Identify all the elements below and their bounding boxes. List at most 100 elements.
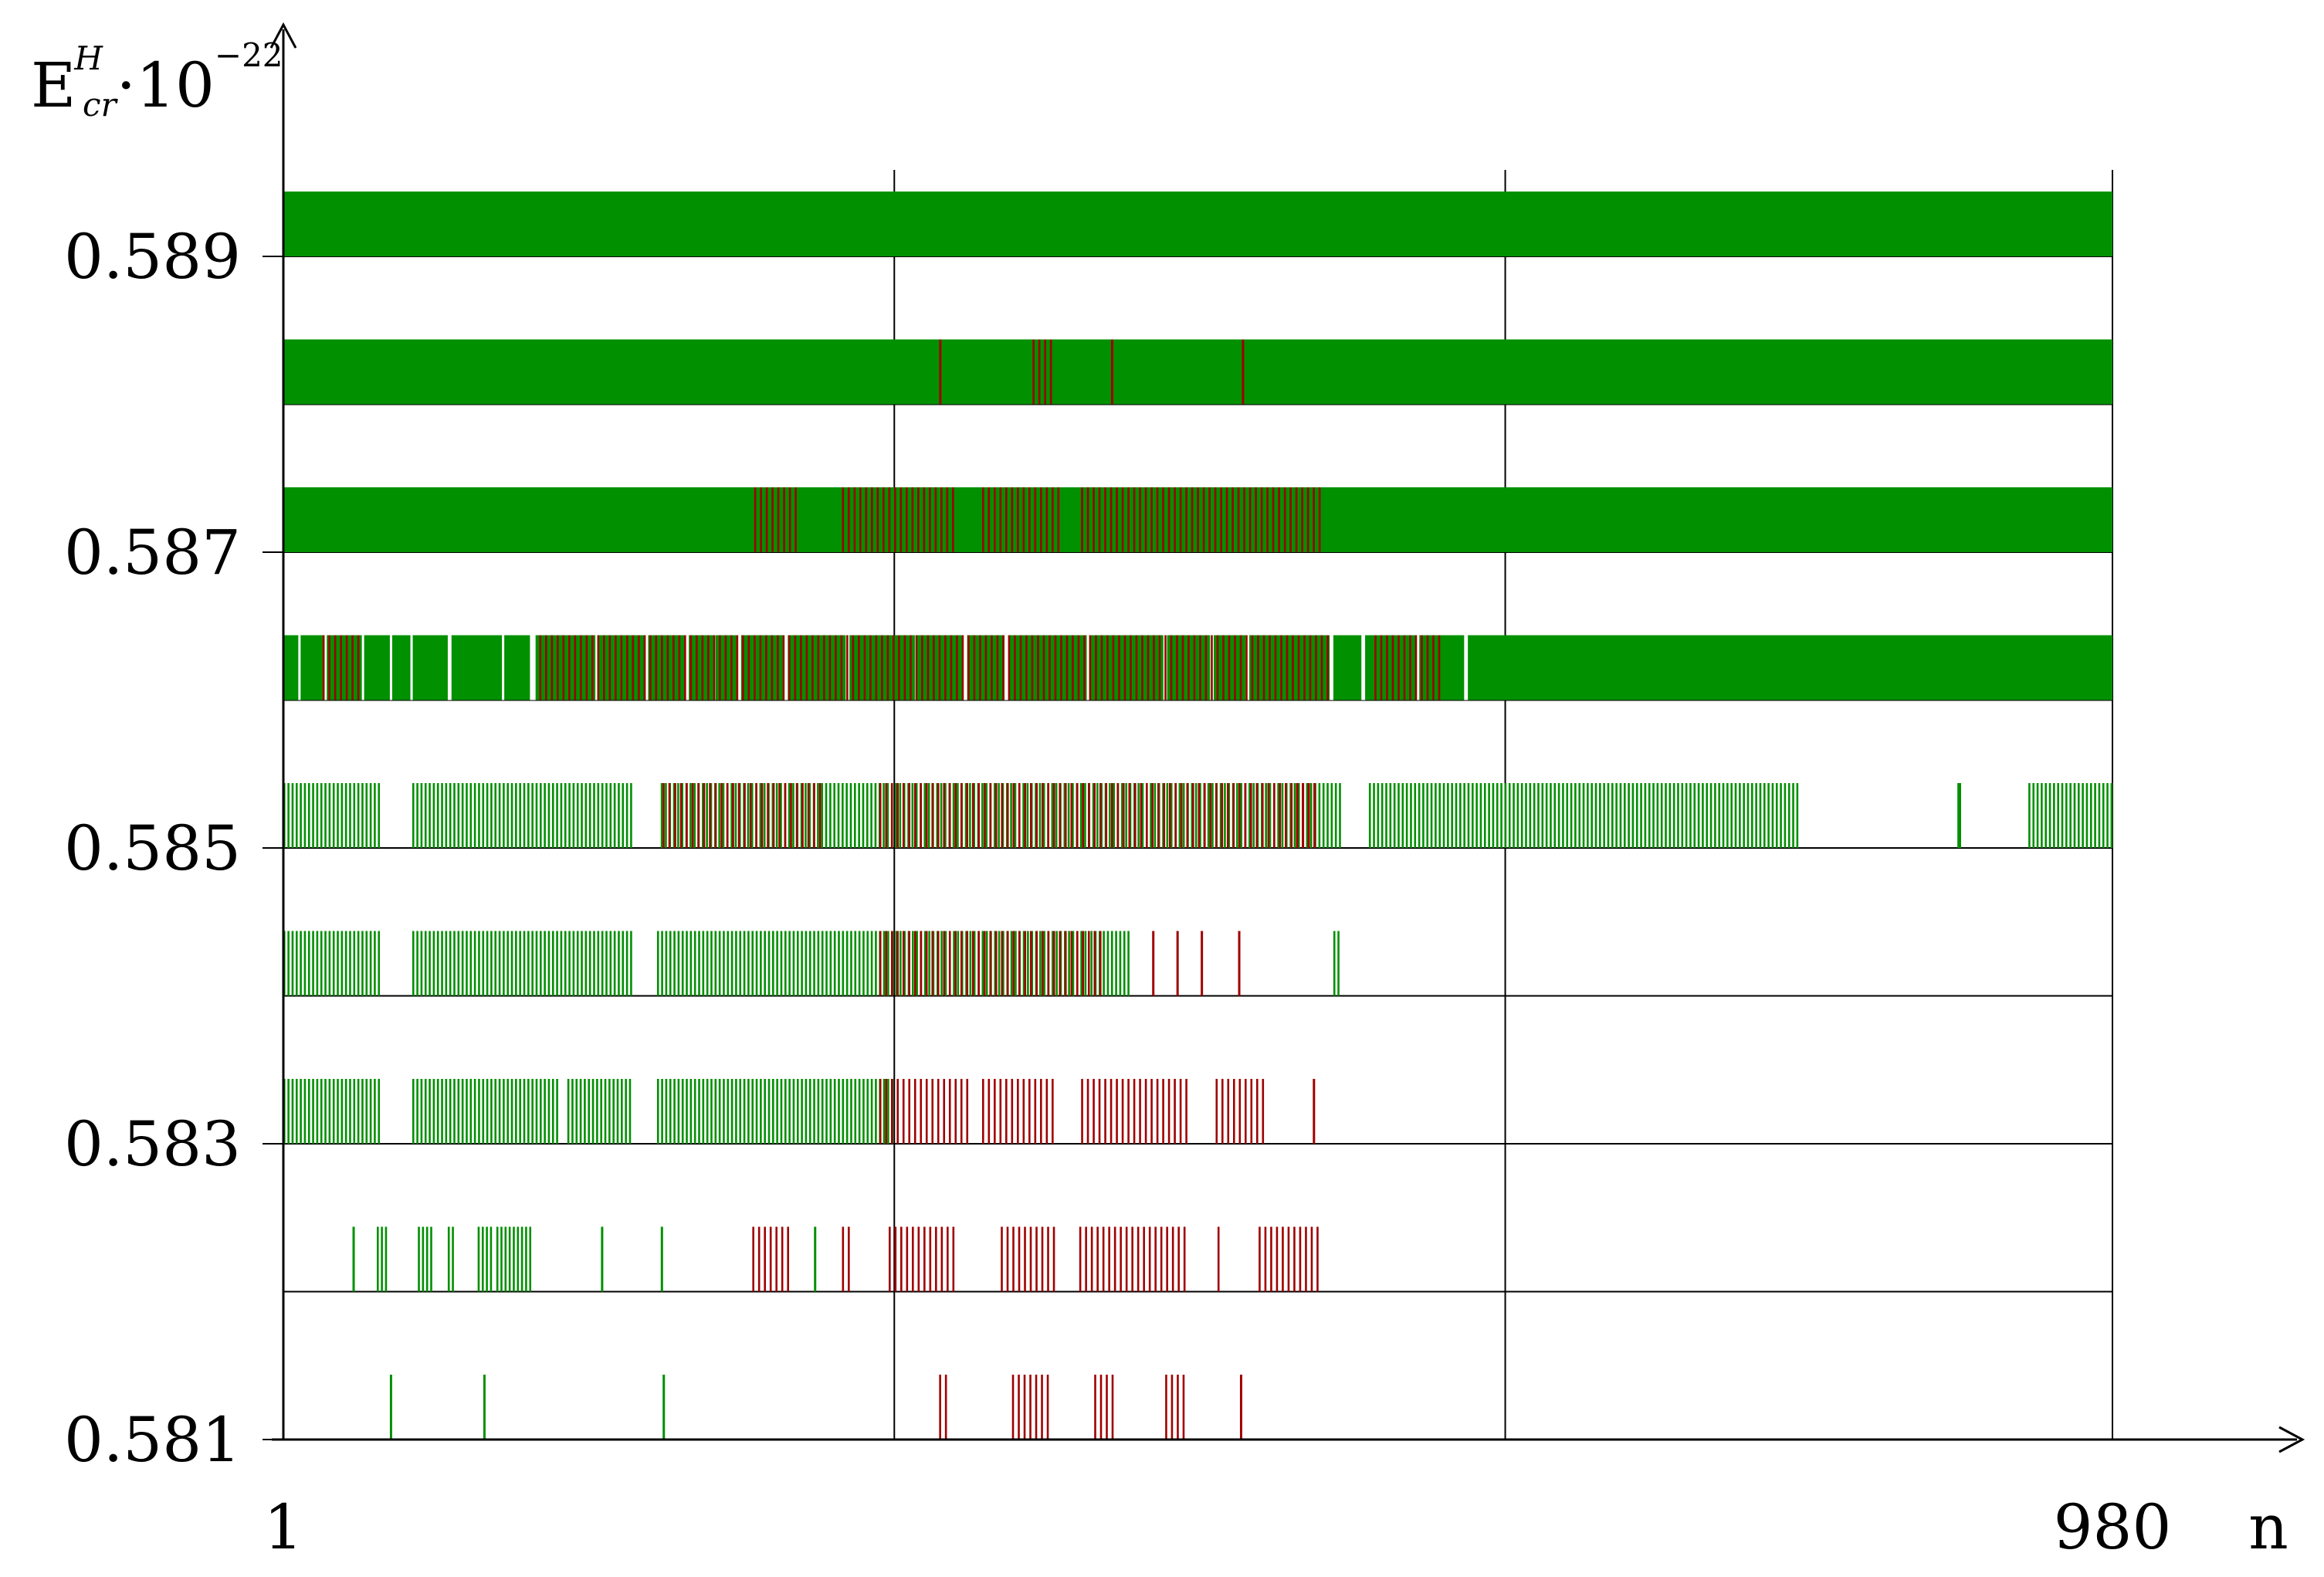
red-event <box>1292 635 1294 700</box>
green-event <box>510 783 513 848</box>
red-event <box>1052 1226 1055 1292</box>
red-event <box>551 635 554 700</box>
green-event <box>928 931 930 996</box>
green-event <box>1562 783 1564 848</box>
green-event <box>689 1079 693 1144</box>
band-gap <box>1464 635 1469 700</box>
red-event <box>1227 783 1229 848</box>
red-event <box>954 783 957 848</box>
red-event <box>943 783 946 848</box>
red-event <box>906 1226 909 1292</box>
red-event <box>846 635 849 700</box>
red-event <box>580 635 582 700</box>
green-event <box>357 1079 360 1144</box>
green-event <box>422 1226 425 1292</box>
green-event <box>1043 931 1045 996</box>
green-event <box>361 931 364 996</box>
green-event <box>743 1079 746 1144</box>
green-event <box>560 931 563 996</box>
green-event <box>837 783 840 848</box>
green-event <box>718 931 721 996</box>
green-event <box>1550 783 1552 848</box>
red-event <box>672 635 675 700</box>
green-event <box>866 931 869 996</box>
green-event <box>1092 783 1095 848</box>
red-event <box>1034 1079 1037 1144</box>
green-event <box>572 931 575 996</box>
red-event <box>765 635 767 700</box>
green-event <box>1685 783 1688 848</box>
green-event <box>1467 783 1470 848</box>
green-event <box>710 1079 713 1144</box>
green-event <box>747 783 750 848</box>
green-event <box>527 1079 530 1144</box>
red-event <box>754 487 757 552</box>
red-event <box>1037 635 1039 700</box>
green-event <box>665 931 668 996</box>
green-event <box>482 1079 485 1144</box>
green-event <box>551 783 554 848</box>
red-event <box>971 931 974 996</box>
red-event <box>937 931 940 996</box>
red-event <box>1099 1375 1103 1440</box>
red-event <box>960 783 963 848</box>
red-event <box>835 635 837 700</box>
red-event <box>1047 1226 1049 1292</box>
green-event <box>1377 783 1380 848</box>
red-event <box>1280 635 1282 700</box>
green-event <box>581 931 583 996</box>
green-event <box>923 783 927 848</box>
green-event <box>520 1226 523 1292</box>
green-event <box>1326 783 1329 848</box>
red-event <box>1167 487 1170 552</box>
red-event <box>788 635 791 700</box>
red-event <box>925 783 928 848</box>
green-event <box>1182 783 1185 848</box>
green-event <box>498 931 501 996</box>
green-event <box>1010 783 1012 848</box>
green-event <box>710 931 713 996</box>
red-event <box>979 635 981 700</box>
green-event <box>1463 783 1465 848</box>
green-event <box>527 783 530 848</box>
red-event <box>1238 931 1241 996</box>
red-event <box>1174 783 1177 848</box>
green-event <box>1010 931 1013 996</box>
red-event <box>1029 783 1032 848</box>
red-event <box>732 783 734 848</box>
red-event <box>1204 783 1206 848</box>
green-event <box>527 931 530 996</box>
green-event <box>535 931 538 996</box>
red-event <box>1047 783 1050 848</box>
green-event <box>547 931 551 996</box>
red-event <box>1049 339 1052 405</box>
green-event <box>1422 783 1425 848</box>
red-event <box>764 1226 766 1292</box>
green-event <box>604 1079 607 1144</box>
red-event <box>1131 1226 1133 1292</box>
green-event <box>1628 783 1630 848</box>
green-event <box>332 783 335 848</box>
red-event <box>714 783 717 848</box>
red-event <box>913 783 916 848</box>
red-event <box>1397 635 1400 700</box>
green-event <box>1488 783 1490 848</box>
green-event <box>572 783 575 848</box>
green-event <box>445 1079 448 1144</box>
green-event <box>1039 931 1042 996</box>
band-gap <box>530 635 536 700</box>
green-event <box>1702 783 1704 848</box>
green-event <box>760 1079 762 1144</box>
red-event <box>984 635 988 700</box>
red-event <box>1191 487 1194 552</box>
red-event <box>946 487 949 552</box>
red-event <box>1151 783 1154 848</box>
red-event <box>1032 339 1035 405</box>
red-event <box>973 635 976 700</box>
event-row <box>283 783 2113 848</box>
red-event <box>898 635 900 700</box>
red-event <box>1133 783 1137 848</box>
green-event <box>727 931 730 996</box>
red-event <box>1232 1079 1235 1144</box>
red-event <box>737 783 740 848</box>
